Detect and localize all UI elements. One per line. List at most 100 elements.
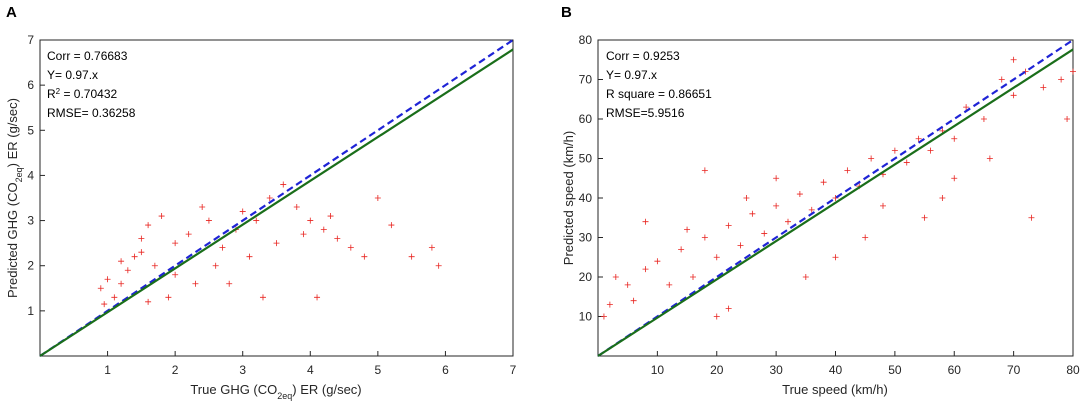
x-tick-label-a-2: 3 [239,363,246,377]
y-tick-label-b-1: 20 [579,270,593,284]
scatter-point-b-26 [891,147,898,154]
y-tick-label-a-5: 6 [27,78,34,92]
scatter-point-a-1 [111,294,118,301]
y-tick-label-b-0: 10 [579,310,593,324]
scatter-point-b-53 [832,254,839,261]
y-tick-label-b-7: 80 [579,33,593,47]
scatter-point-b-33 [980,116,987,122]
fit-lines-b [597,39,1074,357]
scatter-point-a-33 [165,294,172,301]
identity-line-b [597,39,1074,357]
scatter-point-a-36 [97,285,104,292]
x-tick-label-a-3: 4 [307,363,314,377]
x-tick-label-a-6: 7 [510,363,517,377]
scatter-point-b-22 [844,167,851,174]
scatter-point-a-39 [151,262,158,269]
scatter-point-b-45 [773,175,780,182]
scatter-point-a-23 [361,253,368,260]
scatter-point-b-7 [666,281,673,288]
scatter-point-a-4 [131,253,138,260]
axis-ticks-a: 1 2 3 4 5 6 7 1 2 3 4 5 6 7 [27,33,516,377]
x-axis-label-a: True GHG (CO2eq) ER (g/sec) [190,382,361,401]
x-tick-label-a-4: 5 [375,363,382,377]
chart-panel-a: A 1 2 3 4 5 6 7 1 2 3 4 5 6 7 Corr = 0.76683 Y= 0.97.… [5,4,517,401]
scatter-point-b-55 [986,155,993,162]
annotation-r2-b: R square = 0.86651 [606,87,712,101]
scatter-point-b-38 [1058,76,1065,83]
y-tick-label-b-5: 60 [579,112,593,126]
scatter-point-a-18 [293,204,300,211]
scatter-point-b-4 [630,297,637,304]
scatter-point-b-19 [808,206,815,213]
y-tick-label-a-1: 2 [27,259,34,273]
scatter-point-a-9 [185,231,192,238]
scatter-point-a-8 [172,240,179,247]
scatter-point-a-6 [145,222,152,229]
scatter-point-a-45 [327,213,334,220]
panel-label-a: A [6,4,17,21]
scatter-point-b-40 [1070,68,1076,75]
scatter-point-a-42 [246,253,253,260]
scatter-point-b-14 [749,210,756,217]
scatter-point-a-15 [253,217,260,224]
scatter-point-b-3 [624,281,631,288]
scatter-point-b-15 [761,230,768,237]
fit-line-a [39,48,514,357]
x-tick-label-b-5: 60 [948,363,962,377]
x-tick-label-a-5: 6 [442,363,449,377]
panel-label-b: B [561,4,572,21]
x-tick-label-a-1: 2 [172,363,179,377]
scatter-point-b-32 [963,104,970,111]
x-tick-label-b-3: 40 [829,363,843,377]
scatter-point-b-42 [939,195,946,201]
y-tick-label-a-4: 5 [27,123,34,137]
y-tick-label-b-2: 30 [579,231,593,245]
scatter-point-a-34 [145,298,152,305]
scatter-point-b-24 [868,155,875,162]
scatter-point-a-0 [101,301,108,308]
scatter-point-b-37 [1040,84,1047,91]
scatter-point-a-35 [104,276,111,283]
scatter-point-b-8 [678,246,685,253]
scatter-point-a-24 [374,195,381,201]
chart-panel-b: B 10 20 30 40 50 60 70 80 10 20 30 40 50 60 70 80 Corr … [561,4,1080,397]
scatter-point-a-20 [320,226,327,233]
scatter-point-b-49 [701,167,708,174]
scatter-point-b-35 [1010,92,1017,99]
scatter-point-a-17 [280,181,287,188]
scatter-point-b-12 [725,222,732,229]
x-tick-label-b-7: 80 [1066,363,1080,377]
scatter-point-b-27 [903,159,910,166]
scatter-point-a-12 [219,244,226,251]
x-axis-label-b: True speed (km/h) [782,382,888,397]
scatter-point-b-29 [927,147,934,154]
scatter-point-a-5 [138,235,145,242]
scatter-point-a-40 [172,271,179,278]
x-tick-label-b-4: 50 [888,363,902,377]
scatter-point-b-54 [862,234,869,241]
scatter-point-a-19 [307,217,314,224]
scatter-point-b-10 [701,234,708,241]
x-tick-label-b-0: 10 [651,363,665,377]
scatter-point-a-29 [314,294,321,301]
fit-line-b [597,48,1074,357]
scatter-point-b-20 [820,179,827,186]
y-axis-label-a: Predicted GHG (CO2eq) ER (g/sec) [5,98,24,298]
scatter-point-b-18 [796,191,803,198]
scatter-point-b-46 [743,195,750,201]
annotation-corr-a: Corr = 0.76683 [47,49,128,63]
scatter-point-b-50 [713,313,720,320]
y-tick-label-a-6: 7 [27,33,34,47]
scatter-point-a-37 [118,258,125,265]
scatter-point-a-31 [226,280,233,287]
y-tick-label-a-3: 4 [27,168,34,182]
scatter-point-b-0 [600,313,607,320]
scatter-point-b-9 [690,274,696,280]
scatter-point-b-52 [802,274,809,280]
scatter-point-a-44 [300,231,307,238]
x-tick-label-b-6: 70 [1007,363,1021,377]
annotation-fit-b: Y= 0.97.x [606,68,657,82]
scatter-point-a-32 [192,280,199,287]
scatter-point-a-41 [212,262,219,269]
annotation-fit-a: Y= 0.97.x [47,68,98,82]
